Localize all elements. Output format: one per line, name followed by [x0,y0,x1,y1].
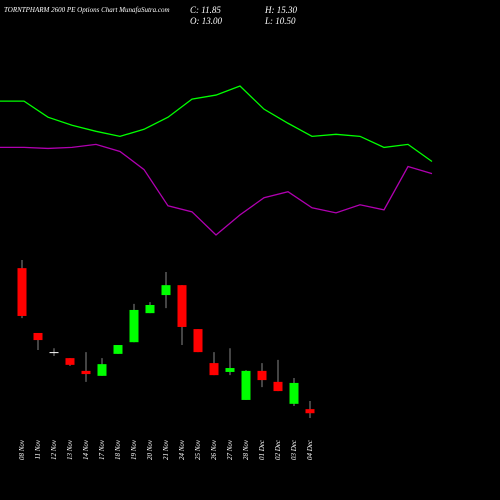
x-tick-label: 25 Nov [194,439,202,460]
x-tick-label: 27 Nov [226,439,234,460]
x-tick-label: 28 Nov [242,439,250,460]
candle-body [129,309,139,343]
x-tick-label: 13 Nov [66,439,74,460]
candle-body [305,409,315,414]
candle-body [177,285,187,327]
x-tick-label: 11 Nov [34,439,42,459]
candle-body [65,358,75,365]
x-tick-label: 14 Nov [82,439,90,460]
x-tick-label: 26 Nov [210,439,218,460]
ohlc-label: L: 10.50 [264,16,296,26]
candle-body [145,304,155,314]
candle-body [225,368,235,372]
candle-body [289,382,299,404]
candle-body [17,268,27,316]
candle-body [49,352,59,354]
indicator-line [0,85,433,163]
ohlc-label: O: 13.00 [190,16,222,26]
x-tick-label: 24 Nov [178,439,186,460]
candle-body [33,332,43,341]
x-tick-label: 03 Dec [290,439,298,460]
ohlc-label: H: 15.30 [264,5,297,15]
x-tick-label: 21 Nov [162,439,170,460]
x-tick-label: 02 Dec [274,439,282,460]
candle-body [209,363,219,376]
x-tick-label: 20 Nov [146,439,154,460]
x-tick-label: 04 Dec [306,439,314,460]
candle-body [257,370,267,381]
x-tick-label: 01 Dec [258,439,266,460]
x-tick-label: 18 Nov [114,439,122,460]
x-tick-label: 17 Nov [98,439,106,460]
candle-body [193,329,203,353]
candle-body [113,345,123,354]
candle-body [241,370,251,400]
x-tick-label: 12 Nov [50,439,58,460]
candle-body [81,370,91,375]
candle-body [273,381,283,392]
ohlc-label: C: 11.85 [190,5,221,15]
candle-body [97,364,107,376]
x-tick-label: 08 Nov [18,439,26,460]
x-tick-label: 19 Nov [130,439,138,460]
candle-body [161,285,171,296]
indicator-line [0,143,433,236]
chart-title: TORNTPHARM 2600 PE Options Chart MunafaS… [4,6,170,14]
